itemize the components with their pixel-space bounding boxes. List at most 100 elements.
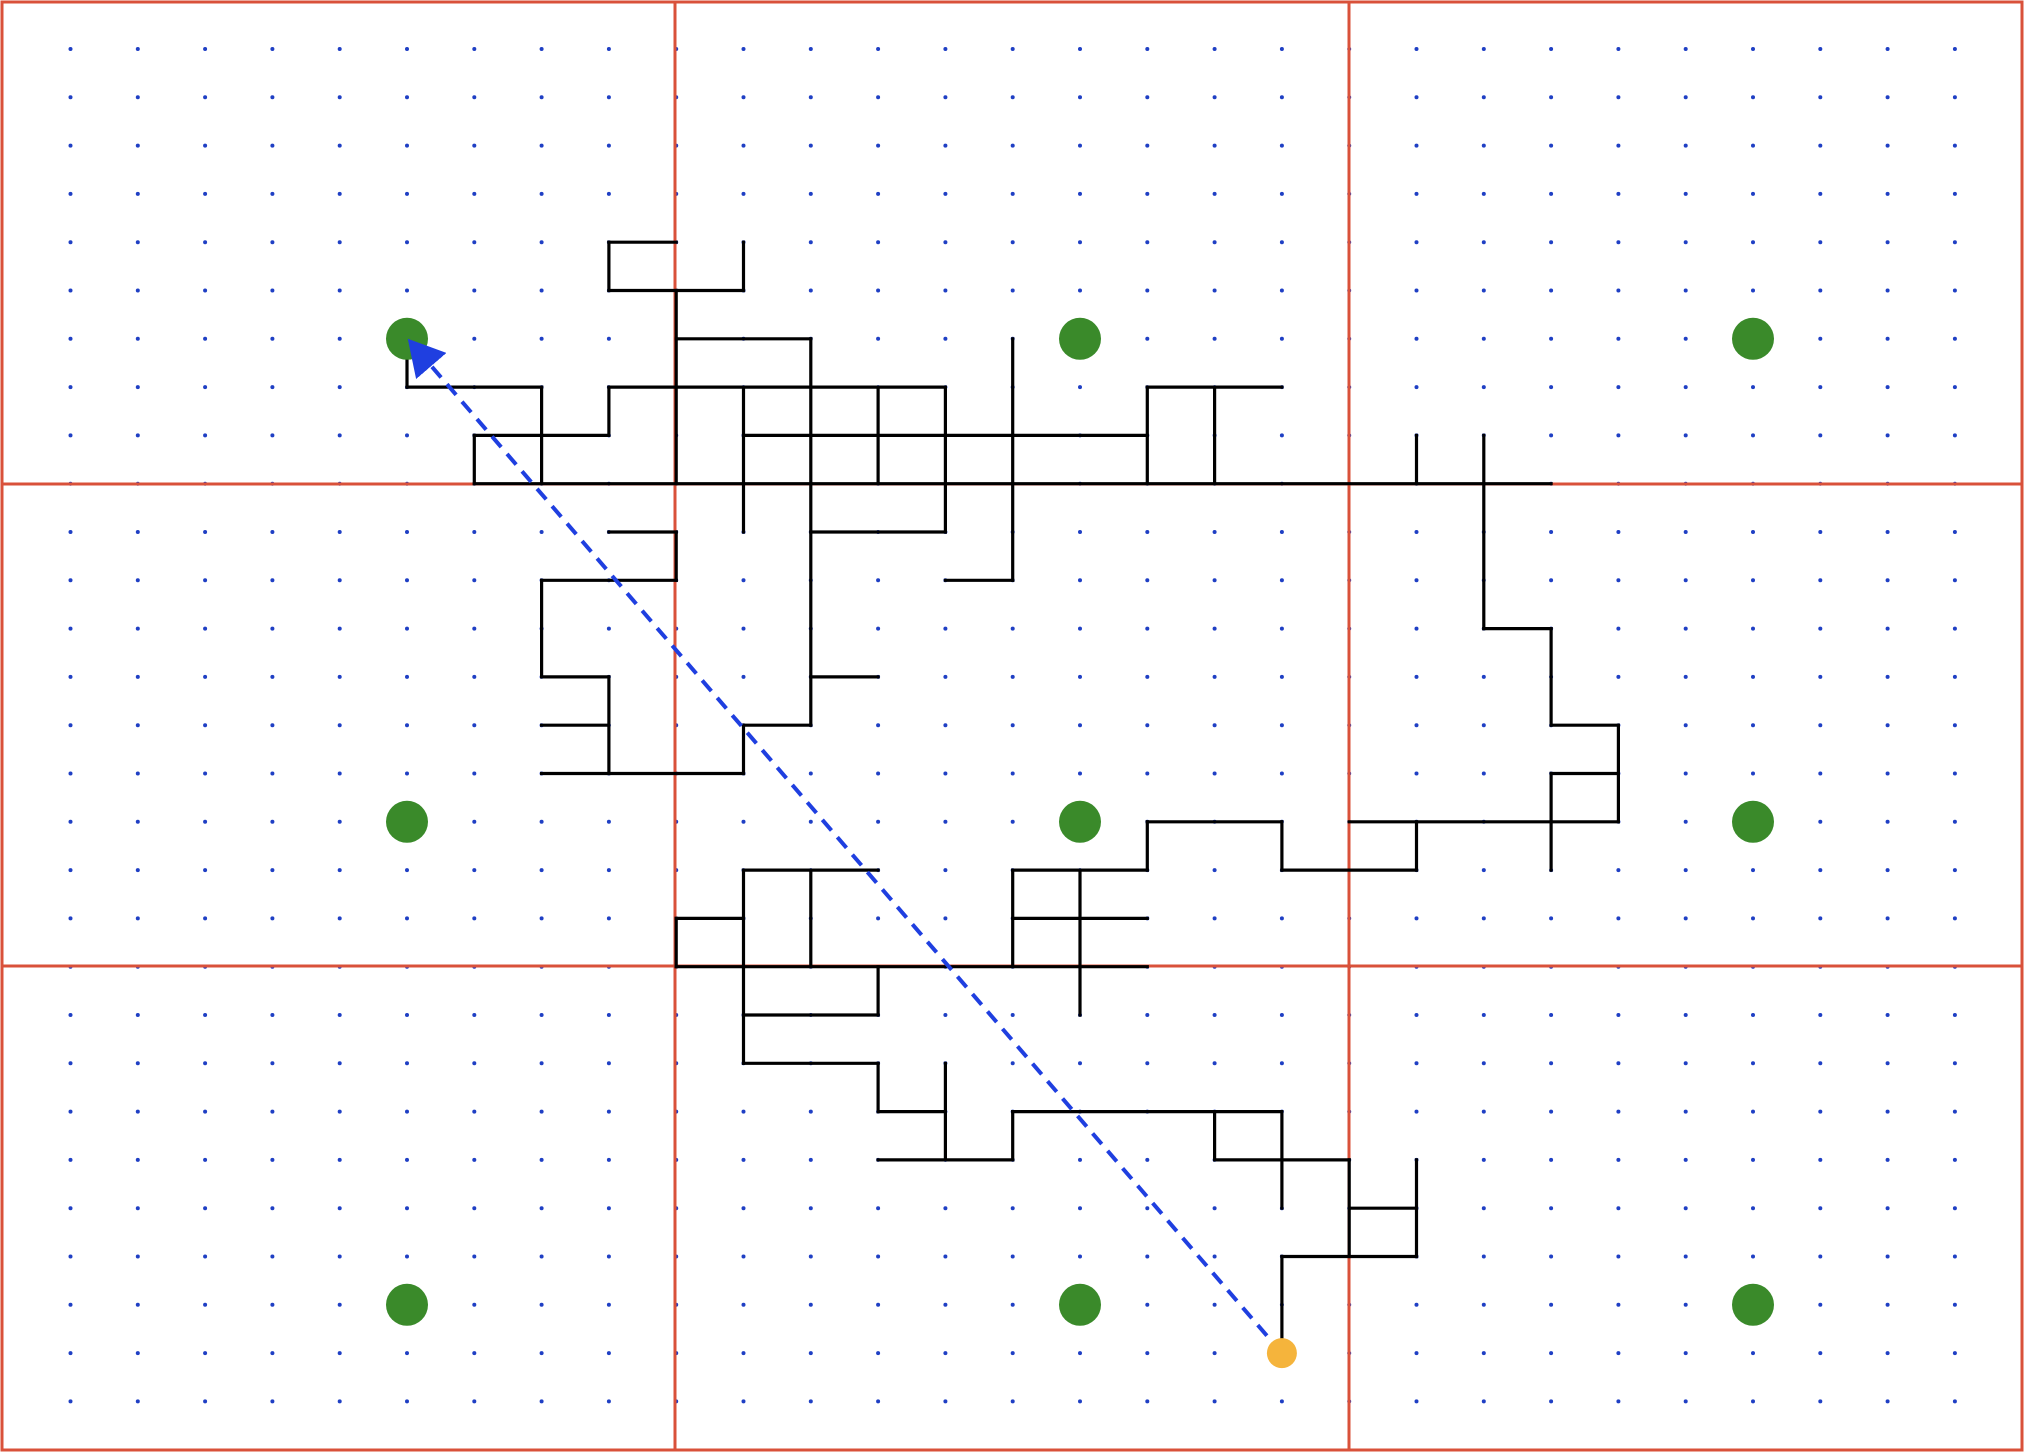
grid-dot bbox=[1145, 47, 1150, 51]
grid-dot bbox=[1885, 626, 1890, 631]
grid-dot bbox=[1616, 1254, 1621, 1259]
grid-dot bbox=[1414, 95, 1419, 100]
hub-node bbox=[386, 1283, 428, 1326]
grid-dot bbox=[741, 674, 746, 679]
grid-dot bbox=[270, 1109, 275, 1114]
grid-dot bbox=[472, 819, 477, 824]
grid-dot bbox=[135, 916, 140, 921]
grid-dot bbox=[876, 191, 881, 196]
grid-dot bbox=[1616, 385, 1621, 390]
grid-dot bbox=[472, 1061, 477, 1066]
grid-dot bbox=[1078, 385, 1082, 390]
grid-dot bbox=[1683, 868, 1688, 873]
grid-dot bbox=[1279, 191, 1284, 196]
grid-dot bbox=[1481, 191, 1486, 196]
grid-dot bbox=[135, 626, 140, 631]
grid-dot bbox=[943, 95, 948, 100]
grid-dot bbox=[1010, 191, 1015, 196]
grid-dot bbox=[1818, 674, 1823, 679]
grid-dot bbox=[1145, 626, 1150, 631]
grid-dot bbox=[337, 819, 342, 824]
grid-dot bbox=[405, 674, 409, 679]
grid-dot bbox=[1212, 95, 1217, 100]
grid-dot bbox=[1952, 336, 1957, 341]
grid-dot bbox=[337, 143, 342, 148]
grid-dot bbox=[203, 1206, 208, 1211]
grid-dot bbox=[405, 240, 409, 245]
grid-dot bbox=[1818, 1302, 1823, 1307]
grid-dot bbox=[1414, 143, 1419, 148]
grid-dot bbox=[1683, 240, 1688, 245]
grid-dot bbox=[203, 240, 208, 245]
grid-dot bbox=[203, 1061, 208, 1066]
grid-dot bbox=[539, 1109, 544, 1114]
grid-dot bbox=[539, 1061, 544, 1066]
grid-dot bbox=[68, 191, 73, 196]
grid-dot bbox=[1212, 1399, 1217, 1404]
grid-dot bbox=[1683, 723, 1688, 728]
grid-dot bbox=[943, 1013, 948, 1017]
grid-dot bbox=[943, 191, 948, 196]
grid-dot bbox=[1078, 530, 1082, 534]
grid-dot bbox=[472, 240, 477, 245]
grid-dot bbox=[68, 1109, 73, 1114]
grid-dot bbox=[1952, 1254, 1957, 1259]
grid-dot bbox=[1885, 191, 1890, 196]
grid-dot bbox=[1212, 1302, 1217, 1307]
grid-dot bbox=[606, 916, 611, 921]
grid-dot bbox=[472, 1206, 477, 1211]
grid-dot bbox=[1952, 47, 1957, 51]
grid-dot bbox=[1212, 240, 1217, 245]
grid-dot bbox=[1952, 1302, 1957, 1307]
grid-dot bbox=[405, 771, 409, 776]
grid-dot bbox=[68, 95, 73, 100]
grid-dot bbox=[876, 288, 881, 293]
grid-dot bbox=[606, 336, 611, 341]
grid-dot bbox=[1952, 1109, 1957, 1114]
grid-dot bbox=[1683, 1157, 1688, 1162]
grid-dot bbox=[1751, 288, 1755, 293]
grid-dot bbox=[1885, 1351, 1890, 1356]
grid-dot bbox=[1010, 674, 1015, 679]
grid-dot bbox=[1414, 336, 1419, 341]
grid-dot bbox=[943, 1302, 948, 1307]
grid-dot bbox=[741, 819, 746, 824]
grid-dot bbox=[270, 288, 275, 293]
grid-dot bbox=[1818, 433, 1823, 438]
grid-dot bbox=[1751, 1206, 1755, 1211]
grid-dot bbox=[1818, 95, 1823, 100]
grid-dot bbox=[1616, 1206, 1621, 1211]
grid-dot bbox=[1010, 240, 1015, 245]
grid-dot bbox=[606, 1157, 611, 1162]
grid-dot bbox=[1751, 674, 1755, 679]
grid-dot bbox=[741, 1302, 746, 1307]
grid-dot bbox=[1616, 1109, 1621, 1114]
grid-dot bbox=[1818, 1399, 1823, 1404]
grid-dot bbox=[943, 47, 948, 51]
grid-dot bbox=[1952, 1399, 1957, 1404]
grid-dot bbox=[1212, 288, 1217, 293]
grid-dot bbox=[68, 288, 73, 293]
grid-dot bbox=[1010, 1351, 1015, 1356]
grid-dot bbox=[1279, 1061, 1284, 1066]
grid-dot bbox=[943, 723, 948, 728]
grid-dot bbox=[1414, 771, 1419, 776]
grid-dot bbox=[405, 916, 409, 921]
grid-dot bbox=[68, 530, 73, 534]
grid-dot bbox=[1683, 336, 1688, 341]
grid-dot bbox=[741, 626, 746, 631]
grid-dot bbox=[1952, 916, 1957, 921]
grid-dot bbox=[1885, 530, 1890, 534]
grid-dot bbox=[68, 433, 73, 438]
grid-dot bbox=[337, 1109, 342, 1114]
start-point bbox=[1266, 1338, 1297, 1369]
grid-dot bbox=[1481, 240, 1486, 245]
grid-dot bbox=[405, 288, 409, 293]
grid-dot bbox=[1279, 771, 1284, 776]
grid-dot bbox=[337, 288, 342, 293]
grid-dot bbox=[1683, 143, 1688, 148]
grid-dot bbox=[876, 95, 881, 100]
grid-dot bbox=[1952, 385, 1957, 390]
grid-dot bbox=[203, 1399, 208, 1404]
